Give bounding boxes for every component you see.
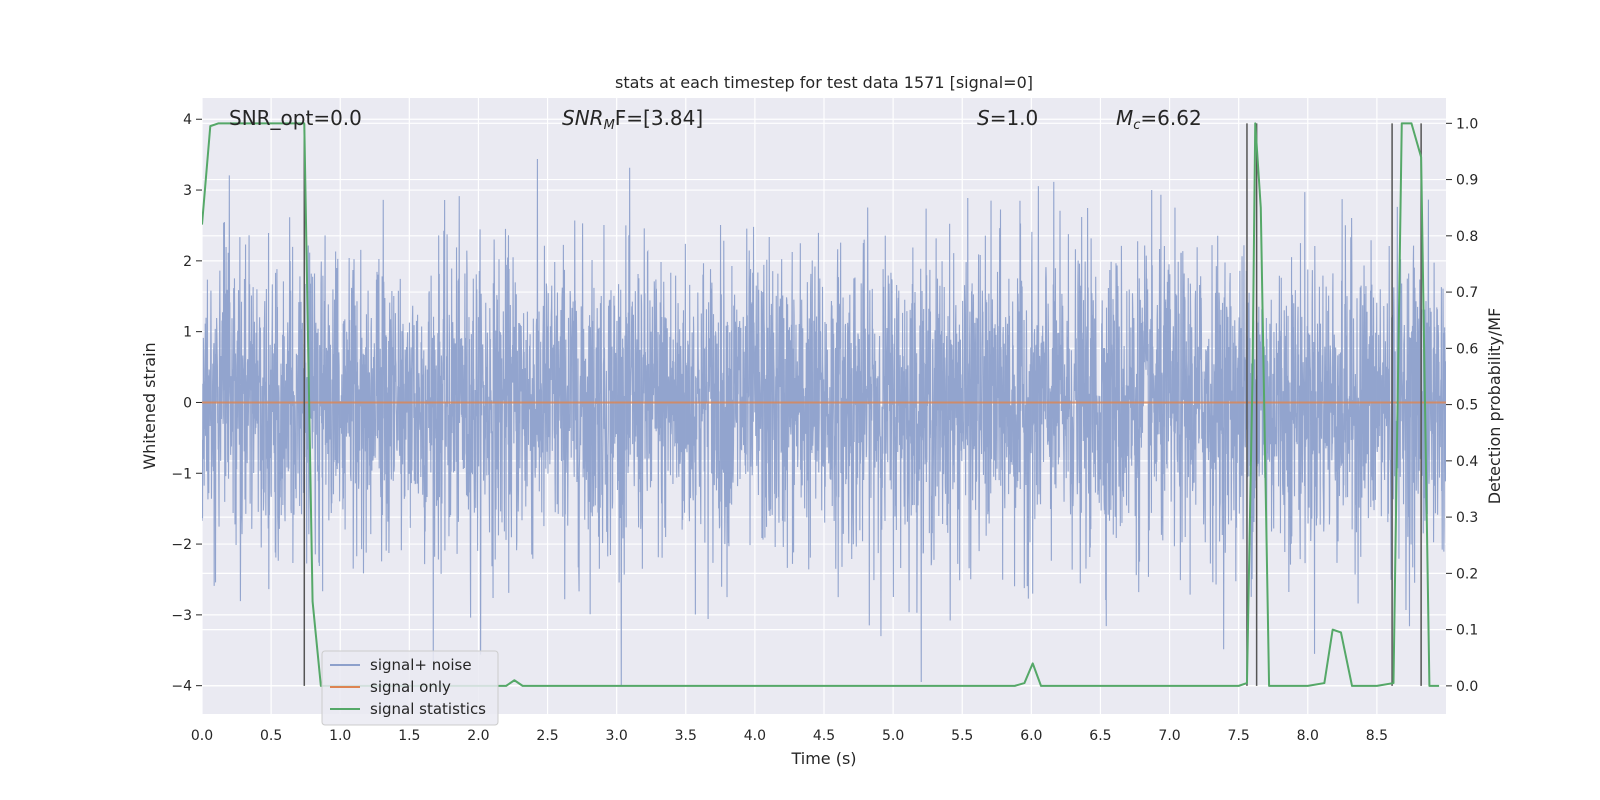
x-tick-label: 3.5	[675, 728, 697, 744]
x-tick-label: 5.5	[951, 728, 973, 744]
x-tick-label: 6.0	[1020, 728, 1042, 744]
y-left-tick-label: −1	[171, 466, 192, 482]
y-right-tick-label: 0.8	[1456, 229, 1478, 245]
annotation-mc: Mc=6.62	[1116, 106, 1202, 133]
y-left-tick-label: 3	[183, 183, 192, 199]
x-tick-label: 5.0	[882, 728, 904, 744]
x-tick-label: 8.0	[1297, 728, 1319, 744]
x-tick-label: 6.5	[1089, 728, 1111, 744]
signal-statistics-series	[202, 122, 1440, 687]
y-left-tick-label: −3	[171, 608, 192, 624]
signal-plus-noise-series	[202, 158, 1446, 686]
x-tick-label: 1.5	[398, 728, 420, 744]
y-right-tick-label: 0.3	[1456, 510, 1478, 526]
x-tick-label: 0.0	[191, 728, 213, 744]
x-tick-label: 3.0	[606, 728, 628, 744]
y-left-tick-label: 2	[183, 254, 192, 270]
y-right-tick-label: 0.0	[1456, 679, 1478, 695]
y-right-tick-label: 0.7	[1456, 285, 1478, 301]
y-right-tick-label: 0.6	[1456, 341, 1478, 357]
y-left-tick-label: −4	[171, 679, 192, 695]
y-left-tick-label: −2	[171, 537, 192, 553]
y-right-tick-label: 0.4	[1456, 454, 1478, 470]
y-left-tick-label: 0	[183, 395, 192, 411]
y-left-tick-label: 1	[183, 325, 192, 341]
x-tick-label: 2.0	[467, 728, 489, 744]
x-tick-label: 4.5	[813, 728, 835, 744]
signal-plus-noise-line	[202, 158, 1446, 686]
y-right-tick-label: 1.0	[1456, 116, 1478, 132]
x-tick-label: 7.5	[1228, 728, 1250, 744]
legend-box	[321, 650, 499, 726]
x-tick-label: 4.0	[744, 728, 766, 744]
y-right-tick-label: 0.5	[1456, 398, 1478, 414]
y-right-tick-label: 0.9	[1456, 173, 1478, 189]
annotation-s: S=1.0	[977, 106, 1038, 130]
y-right-tick-label: 0.1	[1456, 623, 1478, 639]
y-right-axis-label: Detection probability/MF	[1485, 308, 1504, 505]
y-right-tick-label: 0.2	[1456, 566, 1478, 582]
y-left-tick-label: 4	[183, 112, 192, 128]
x-tick-label: 8.5	[1366, 728, 1388, 744]
legend-label-signal-statistics: signal statistics	[370, 700, 486, 718]
x-axis-ticks: 0.0 0.5 1.0 1.5 2.0 2.5 3.0 3.5 4.0 4.5 5.0 5.5 6.0 6…	[191, 728, 1388, 744]
y-right-axis-ticks: 0.0 0.1 0.2 0.3 0.4 0.5 0.6 0.7 0.8 0.9 1.0	[1446, 116, 1478, 695]
annotation-snr-opt: SNR_opt=0.0	[229, 106, 362, 130]
y-left-axis-ticks: −4 −3 −2 −1 0 1 2 3 4	[171, 112, 202, 695]
x-tick-label: 0.5	[260, 728, 282, 744]
x-tick-label: 2.5	[536, 728, 558, 744]
x-tick-label: 1.0	[329, 728, 351, 744]
chart-title: stats at each timestep for test data 157…	[615, 73, 1033, 92]
x-axis-label: Time (s)	[790, 749, 856, 768]
legend-label-signal-plus-noise: signal+ noise	[370, 656, 472, 674]
annotation-snr-mf: SNRMF=[3.84]	[562, 106, 703, 133]
signal-statistics-line	[202, 122, 1440, 687]
x-tick-label: 7.0	[1158, 728, 1180, 744]
legend: signal+ noise signal only signal statist…	[321, 650, 499, 726]
y-left-axis-label: Whitened strain	[140, 342, 159, 469]
legend-label-signal-only: signal only	[370, 678, 451, 696]
